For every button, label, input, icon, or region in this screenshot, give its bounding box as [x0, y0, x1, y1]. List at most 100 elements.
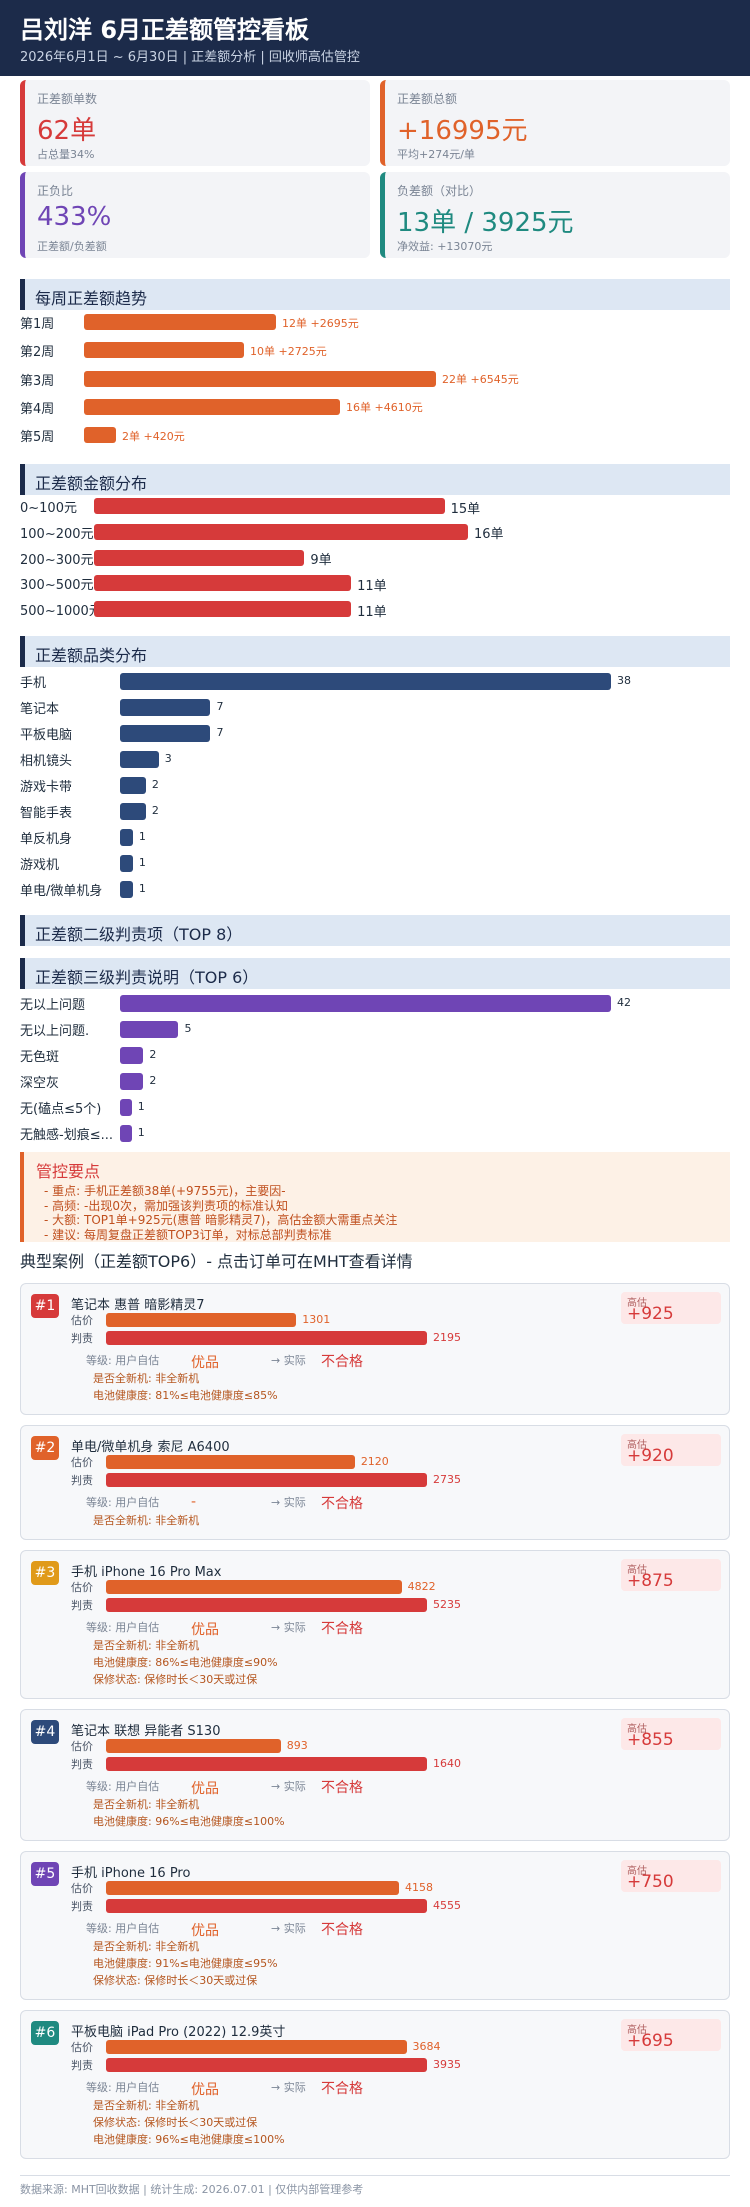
value-label: 1	[138, 829, 146, 843]
gap-box: 高估 +855	[621, 1718, 721, 1750]
bar	[120, 802, 146, 820]
bar	[94, 575, 352, 592]
gap-label: 高估	[627, 1440, 647, 1451]
grade-value: -	[191, 1494, 197, 1510]
case-value: 5235	[433, 1598, 461, 1611]
value-label: 16单	[474, 527, 504, 543]
gap-label: 高估	[627, 2025, 647, 2036]
case-detail: 是否全新机: 非全新机	[93, 1372, 200, 1385]
kpi-label: 正差额总额	[397, 92, 458, 106]
value-label: 16单 +4610元	[346, 401, 423, 415]
bar-label: 估价	[71, 1882, 93, 1895]
case-card[interactable]: #6 平板电脑 iPad Pro (2022) 12.9英寸 估价 3684 判责 393…	[20, 2010, 730, 2159]
bar	[120, 776, 146, 794]
value-label: 10单 +2725元	[250, 344, 327, 358]
grade-value: 优品	[191, 2082, 219, 2098]
value-label: 38	[617, 673, 631, 687]
value-label: 2	[151, 777, 159, 791]
control-title: 管控要点	[36, 1162, 101, 1181]
case-bar	[106, 2040, 407, 2054]
gap-box: 高估 +875	[621, 1559, 721, 1591]
bar	[120, 1046, 144, 1064]
grade-actual: 不合格	[321, 1922, 363, 1938]
footer: 数据来源: MHT回收数据 | 统计生成: 2026.07.01 | 仅供内部管…	[20, 2183, 364, 2196]
header-bar	[0, 0, 750, 76]
control-box: 管控要点 - 重点: 手机正差额38单(+9755元)，主要因- - 高频: -出现…	[20, 1152, 730, 1242]
bar-label: 判责	[71, 1474, 93, 1487]
grade-actual: 不合格	[321, 1621, 363, 1637]
rank-badge: #1	[31, 1294, 59, 1318]
row-label: 500~1000元	[20, 604, 102, 620]
case-detail: 是否全新机: 非全新机	[93, 1940, 200, 1953]
case-value: 3935	[433, 2058, 461, 2071]
case-card[interactable]: #3 手机 iPhone 16 Pro Max 估价 4822 判责 5235 高估 +875…	[20, 1550, 730, 1699]
bar-label: 估价	[71, 1314, 93, 1327]
kpi-value: 62单	[37, 116, 97, 146]
kpi-card: 正负比 433% 正差额/负差额	[20, 172, 370, 258]
value-label: 2	[149, 1047, 157, 1061]
row-label: 单反机身	[20, 832, 73, 847]
case-bar	[106, 1473, 427, 1487]
grade-arrow: → 实际	[271, 1354, 306, 1367]
case-name: 手机 iPhone 16 Pro	[71, 1866, 191, 1881]
grade-arrow: → 实际	[271, 2081, 306, 2094]
control-item: - 重点: 手机正差额38单(+9755元)，主要因-	[44, 1184, 286, 1198]
case-detail: 是否全新机: 非全新机	[93, 1798, 200, 1811]
row-label: 第2周	[20, 345, 55, 361]
kpi-label: 正差额单数	[37, 92, 98, 106]
value-label: 2单 +420元	[122, 429, 185, 443]
case-name: 笔记本 联想 异能者 S130	[71, 1724, 221, 1739]
case-value: 3684	[412, 2040, 441, 2053]
case-card[interactable]: #4 笔记本 联想 异能者 S130 估价 893 判责 1640 高估 +855 等级: 用户…	[20, 1709, 730, 1841]
section-title: 正差额品类分布	[35, 646, 148, 665]
row-label: 第5周	[20, 430, 55, 446]
row-label: 平板电脑	[20, 728, 73, 743]
row-label: 300~500元	[20, 578, 94, 594]
case-detail: 电池健康度: 96%≤电池健康度≤100%	[93, 1815, 285, 1828]
grade-label: 等级: 用户自估	[86, 1354, 160, 1367]
grade-actual: 不合格	[321, 2081, 363, 2097]
row-label: 单电/微单机身	[20, 884, 103, 899]
value-label: 2	[149, 1073, 157, 1087]
bar	[120, 880, 133, 898]
case-value: 1301	[302, 1313, 331, 1326]
cases-title: 典型案例（正差额TOP6）- 点击订单可在MHT查看详情	[20, 1252, 413, 1271]
case-card[interactable]: #2 单电/微单机身 索尼 A6400 估价 2120 判责 2735 高估 +920 等级: …	[20, 1425, 730, 1540]
bar-label: 判责	[71, 1332, 93, 1345]
kpi-note: 占总量34%	[37, 148, 95, 161]
row-label: 无(磕点≤5个)	[20, 1102, 102, 1117]
case-card[interactable]: #1 笔记本 惠普 暗影精灵7 估价 1301 判责 2195 高估 +925 等级: 用户自估…	[20, 1283, 730, 1415]
case-detail: 是否全新机: 非全新机	[93, 1639, 200, 1652]
rank-badge: #3	[31, 1561, 59, 1585]
rank-badge: #4	[31, 1720, 59, 1744]
case-detail: 电池健康度: 91%≤电池健康度≤95%	[93, 1957, 278, 1970]
case-bar	[106, 1455, 355, 1469]
kpi-label: 正负比	[37, 184, 74, 198]
grade-label: 等级: 用户自估	[86, 1496, 160, 1509]
case-bar	[106, 1580, 402, 1594]
case-card[interactable]: #5 手机 iPhone 16 Pro 估价 4158 判责 4555 高估 +750 等级: …	[20, 1851, 730, 2000]
bar	[84, 342, 244, 359]
value-label: 1	[137, 1099, 145, 1113]
value-label: 2	[151, 803, 159, 817]
bar	[120, 1020, 179, 1038]
value-label: 12单 +2695元	[282, 316, 359, 330]
bar-label: 估价	[71, 1740, 93, 1753]
gap-box: 高估 +925	[621, 1292, 721, 1324]
section-header	[20, 915, 730, 946]
row-label: 第3周	[20, 373, 55, 389]
gap-label: 高估	[627, 1866, 647, 1877]
kpi-value: 13单 / 3925元	[397, 208, 574, 238]
case-detail: 电池健康度: 81%≤电池健康度≤85%	[93, 1389, 278, 1402]
row-label: 200~300元	[20, 552, 94, 568]
kpi-note: 正差额/负差额	[37, 240, 107, 253]
case-detail: 是否全新机: 非全新机	[93, 2099, 200, 2112]
case-detail: 电池健康度: 96%≤电池健康度≤100%	[93, 2133, 285, 2146]
grade-label: 等级: 用户自估	[86, 1621, 160, 1634]
section-header	[20, 958, 730, 989]
value-label: 7	[216, 725, 224, 739]
grade-label: 等级: 用户自估	[86, 2081, 160, 2094]
bar-label: 判责	[71, 1900, 93, 1913]
bar-label: 估价	[71, 1456, 93, 1469]
